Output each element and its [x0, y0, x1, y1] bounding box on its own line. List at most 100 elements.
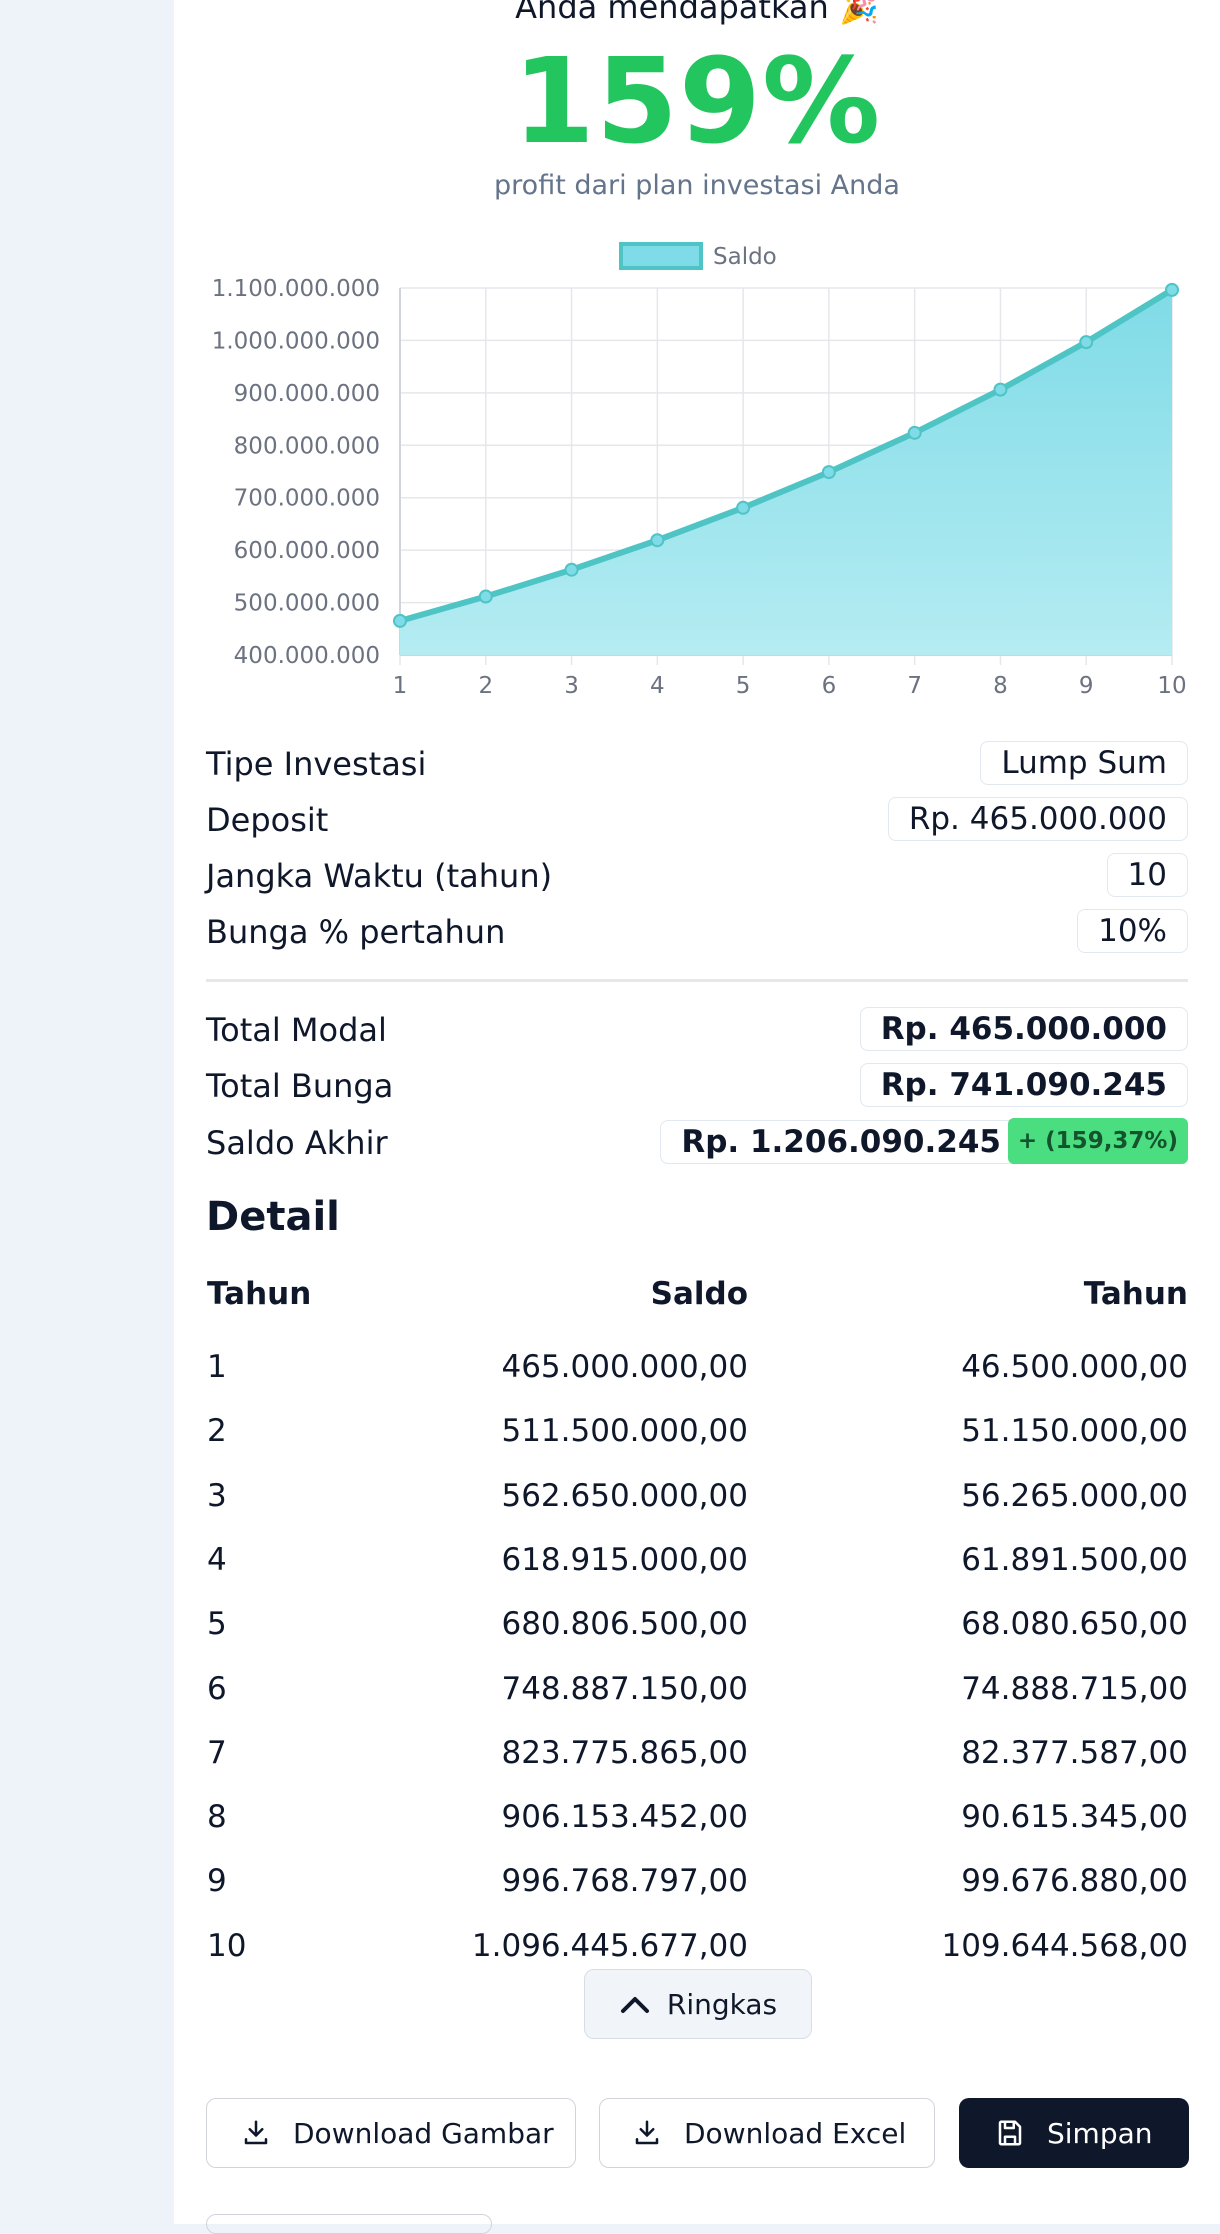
x-tick-label: 1	[393, 673, 408, 699]
table-cell: 562.650.000,00	[501, 1477, 748, 1514]
download-excel-button[interactable]: Download Excel	[599, 2098, 935, 2168]
result-subtitle: profit dari plan investasi Anda	[494, 170, 900, 201]
data-point	[1165, 282, 1179, 297]
table-cell: 61.891.500,00	[961, 1541, 1188, 1578]
table-cell: 996.768.797,00	[501, 1863, 748, 1900]
x-tick-label: 5	[736, 673, 751, 699]
extra-button[interactable]	[206, 2214, 492, 2234]
saldo-area	[400, 289, 1172, 655]
table-cell: 109.644.568,00	[941, 1927, 1188, 1964]
x-tick-label: 4	[650, 673, 665, 699]
table-cell: 5	[207, 1606, 227, 1643]
table-cell: 1.096.445.677,00	[471, 1927, 748, 1964]
data-point	[1079, 335, 1094, 350]
y-tick-label: 600.000.000	[234, 538, 380, 564]
table-cell: 51.150.000,00	[961, 1413, 1188, 1450]
summary-divider	[206, 979, 1188, 982]
legend-swatch	[619, 242, 703, 270]
y-tick-label: 1.000.000.000	[212, 328, 380, 354]
table-cell: 680.806.500,00	[501, 1606, 748, 1643]
download-icon	[635, 2120, 659, 2145]
detail-title: Detail	[206, 1194, 340, 1240]
y-tick-label: 400.000.000	[234, 643, 380, 669]
table-header: Tahun	[1083, 1276, 1188, 1312]
summary-row: Bunga % pertahun 10%	[206, 909, 1188, 953]
summary-value: 10%	[1077, 909, 1188, 953]
download-image-button[interactable]: Download Gambar	[206, 2098, 576, 2168]
table-cell: 1	[207, 1349, 227, 1385]
summary-value: 10	[1106, 853, 1188, 897]
save-button[interactable]: Simpan	[959, 2098, 1189, 2168]
profit-percent: 159%	[512, 32, 882, 170]
result-panel: Anda mendapatkan 🎉 159% profit dari plan…	[174, 0, 1220, 2234]
total-row: Total Modal Rp. 465.000.000	[206, 1007, 1188, 1051]
total-label: Total Bunga	[206, 1067, 394, 1105]
data-point	[650, 533, 665, 548]
summary-value: Lump Sum	[980, 741, 1188, 785]
save-label: Simpan	[1047, 2116, 1153, 2150]
summary-label: Jangka Waktu (tahun)	[206, 857, 553, 895]
summary-value: Rp. 465.000.000	[887, 797, 1188, 841]
table-cell: 56.265.000,00	[961, 1477, 1188, 1514]
table-cell: 9	[207, 1863, 227, 1900]
table-header: Tahun	[207, 1276, 312, 1312]
x-tick-label: 2	[478, 673, 493, 699]
summary-label: Deposit	[206, 801, 329, 839]
save-icon	[998, 2120, 1022, 2146]
collapse-button[interactable]: Ringkas	[584, 1969, 812, 2039]
table-cell: 465.000.000,00	[501, 1349, 748, 1385]
summary-label: Tipe Investasi	[206, 745, 427, 783]
y-tick-label: 1.100.000.000	[212, 276, 380, 302]
data-point	[393, 613, 407, 628]
x-tick-label: 8	[993, 673, 1008, 699]
y-tick-label: 900.000.000	[234, 381, 380, 407]
table-cell: 99.676.880,00	[961, 1863, 1188, 1900]
table-header: Saldo	[650, 1276, 748, 1312]
y-tick-label: 700.000.000	[234, 486, 380, 512]
table-cell: 618.915.000,00	[501, 1541, 748, 1578]
y-tick-label: 500.000.000	[234, 591, 380, 617]
table-cell: 6	[207, 1670, 227, 1707]
profit-badge: + (159,37%)	[1007, 1118, 1188, 1164]
download-icon	[244, 2120, 268, 2145]
summary-label: Bunga % pertahun	[206, 913, 506, 951]
legend-label: Saldo	[713, 244, 777, 270]
table-cell: 823.775.865,00	[501, 1734, 748, 1771]
summary-row: Tipe Investasi Lump Sum	[206, 741, 1188, 785]
chevron-up-icon	[620, 1997, 649, 2013]
x-tick-label: 6	[822, 673, 837, 699]
data-point	[736, 500, 751, 515]
table-cell: 511.500.000,00	[501, 1413, 748, 1450]
result-heading: Anda mendapatkan 🎉	[515, 0, 879, 26]
table-cell: 906.153.452,00	[501, 1799, 748, 1836]
data-point	[564, 562, 579, 577]
total-label: Total Modal	[206, 1011, 387, 1049]
table-cell: 748.887.150,00	[501, 1670, 748, 1707]
data-point	[907, 425, 922, 440]
table-cell: 4	[207, 1541, 227, 1578]
y-tick-label: 800.000.000	[234, 433, 380, 459]
saldo-chart: Saldo 1.100.000.000 1.000.000.000 900.000.…	[212, 242, 1187, 699]
table-cell: 46.500.000,00	[961, 1349, 1188, 1385]
table-cell: 2	[207, 1413, 227, 1450]
x-tick-label: 7	[907, 673, 922, 699]
data-point	[821, 465, 836, 480]
summary-row: Deposit Rp. 465.000.000	[206, 797, 1188, 841]
table-cell: 8	[207, 1799, 227, 1836]
table-cell: 74.888.715,00	[961, 1670, 1188, 1707]
x-tick-label: 10	[1157, 673, 1186, 699]
table-cell: 82.377.587,00	[961, 1734, 1188, 1771]
table-cell: 90.615.345,00	[961, 1799, 1188, 1836]
table-cell: 68.080.650,00	[961, 1606, 1188, 1643]
x-tick-label: 9	[1079, 673, 1094, 699]
download-excel-label: Download Excel	[684, 2116, 907, 2150]
table-cell: 10	[207, 1927, 247, 1964]
total-value: Rp. 1.206.090.245	[660, 1120, 1022, 1164]
saldo-line	[399, 287, 1174, 624]
summary-row: Jangka Waktu (tahun) 10	[206, 853, 1188, 897]
total-label: Saldo Akhir	[206, 1124, 388, 1162]
total-row: Saldo Akhir Rp. 1.206.090.245 + (159,37%)	[206, 1118, 1188, 1164]
total-value: Rp. 465.000.000	[859, 1007, 1188, 1051]
total-row: Total Bunga Rp. 741.090.245	[206, 1063, 1188, 1107]
data-point	[478, 589, 493, 604]
